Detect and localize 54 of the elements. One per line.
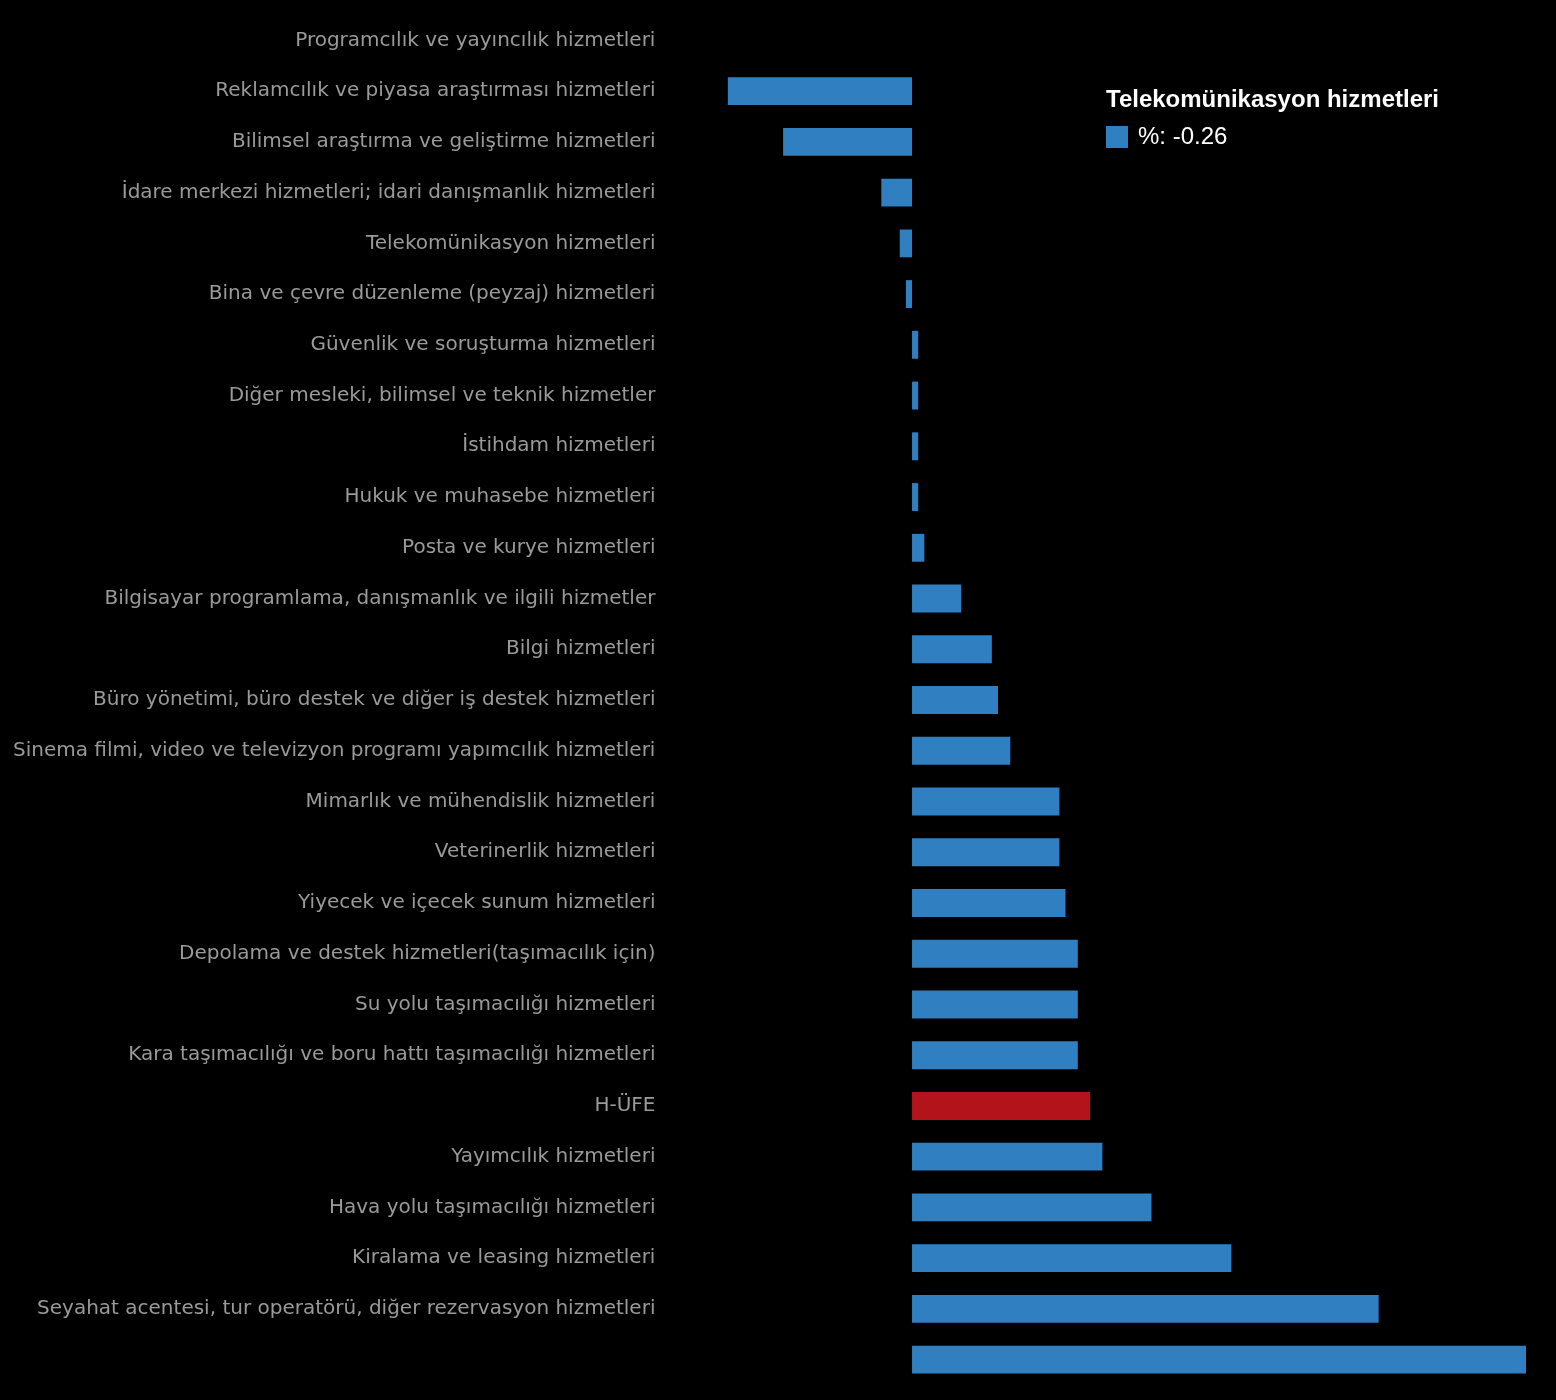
y-tick-label: Posta ve kurye hizmetleri (402, 533, 656, 558)
y-tick-label: İdare merkezi hizmetleri; idari danışmanlık hizmetleri (121, 178, 656, 203)
y-tick-label: Kiralama ve leasing hizmetleri (352, 1244, 656, 1269)
y-tick-label: Seyahat acentesi, tur operatörü, diğer rezervasyon hizmetleri (37, 1295, 656, 1320)
bar (912, 1193, 1152, 1222)
bar (912, 990, 1078, 1019)
y-tick-label: Depolama ve destek hizmetleri(taşımacılık için) (179, 939, 656, 964)
y-tick-label: Mimarlık ve mühendislik hizmetleri (305, 787, 656, 812)
bar (912, 736, 1011, 765)
y-tick-label: Hava yolu taşımacılığı hizmetleri (328, 1193, 656, 1218)
bar (912, 1142, 1103, 1171)
bar (912, 1244, 1232, 1273)
y-tick-label: Bilgi hizmetleri (505, 635, 656, 660)
bar (912, 432, 919, 461)
y-tick-label: Büro yönetimi, büro destek ve diğer iş destek hizmetleri (93, 686, 656, 711)
bar (912, 330, 919, 359)
y-tick-label: Diğer mesleki, bilimsel ve teknik hizmetler (228, 381, 657, 406)
bar (912, 533, 925, 562)
bar (912, 1091, 1091, 1120)
y-tick-label: Programcılık ve yayıncılık hizmetleri (295, 26, 656, 51)
y-tick-label: Yiyecek ve içecek sunum hizmetleri (297, 889, 656, 914)
bar (912, 939, 1078, 968)
y-tick-label: Bina ve çevre düzenleme (peyzaj) hizmetleri (208, 280, 656, 305)
bar (912, 635, 992, 664)
y-tick-label: Sinema filmi, video ve televizyon programı yapımcılık hizmetleri (12, 736, 656, 761)
bar (912, 787, 1060, 816)
bar (912, 686, 998, 714)
annotation: Telekomünikasyon hizmetleri (1106, 84, 1439, 112)
bar (727, 77, 913, 106)
bar (899, 229, 913, 258)
bar (912, 1041, 1078, 1070)
bar (905, 280, 913, 309)
y-tick-label: H-ÜFE (594, 1092, 656, 1117)
bar (912, 889, 1066, 917)
bar (912, 838, 1060, 867)
y-tick-label: Güvenlik ve soruşturma hizmetleri (310, 331, 656, 356)
y-tick-label: Yayımcılık hizmetleri (450, 1142, 656, 1167)
bar (912, 584, 962, 613)
bar (912, 381, 919, 410)
y-tick-label: Bilimsel araştırma ve geliştirme hizmetleri (231, 128, 656, 153)
bar (912, 1294, 1379, 1323)
bar (912, 483, 919, 511)
y-tick-label: Veterinerlik hizmetleri (434, 838, 656, 863)
y-tick-label: Kara taşımacılığı ve boru hattı taşımacılığı hizmetleri (128, 1041, 656, 1066)
y-tick-label: İstihdam hizmetleri (462, 432, 656, 457)
y-tick-label: Bilgisayar programlama, danışmanlık ve ilgili hizmetler (104, 584, 657, 609)
y-tick-label: Su yolu taşımacılığı hizmetleri (354, 990, 656, 1015)
annotation: %: -0.26 (1138, 121, 1228, 149)
bar (912, 1345, 1526, 1374)
y-tick-label: Reklamcılık ve piyasa araştırması hizmetleri (215, 77, 656, 102)
bar (881, 178, 913, 207)
y-tick-label: Hukuk ve muhasebe hizmetleri (344, 483, 656, 508)
bar (783, 127, 913, 156)
y-tick-label: Telekomünikasyon hizmetleri (364, 229, 656, 254)
